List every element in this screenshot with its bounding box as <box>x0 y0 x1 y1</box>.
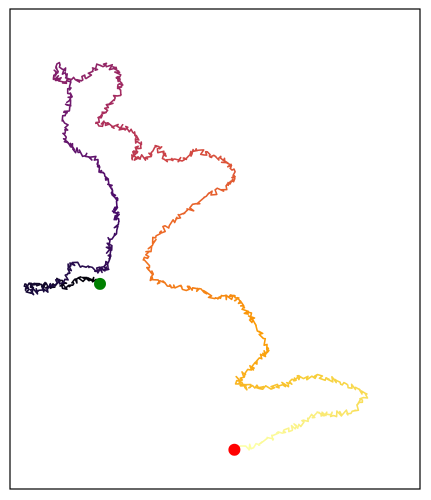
walk-segment <box>81 63 102 81</box>
walk-segment <box>130 128 143 147</box>
walk-segment <box>154 216 178 239</box>
walk-segment <box>113 66 122 81</box>
walk-segment <box>345 383 368 396</box>
start-marker <box>94 277 106 290</box>
axes-background <box>10 9 420 489</box>
walk-segment <box>142 256 155 282</box>
walk-segment <box>241 306 256 325</box>
walk-segment <box>131 154 147 161</box>
walk-segment <box>143 236 157 260</box>
walk-segment <box>52 74 62 82</box>
walk-segment <box>151 276 176 289</box>
walk-segment <box>61 114 69 140</box>
walk-segment <box>213 154 230 165</box>
walk-segment <box>254 322 270 351</box>
walk-segment <box>72 147 97 161</box>
walk-segment <box>299 373 327 382</box>
walk-segment <box>105 89 122 109</box>
walk-segment <box>285 374 301 385</box>
walk-segment <box>261 381 290 390</box>
walk-segment <box>33 281 52 289</box>
walk-segment <box>200 185 228 201</box>
walk-segment <box>195 287 220 300</box>
walk-segment <box>23 282 38 290</box>
walk-segment <box>62 99 72 117</box>
walk-segment <box>64 262 73 281</box>
marker-group <box>94 277 241 456</box>
walk-segment <box>225 161 236 179</box>
walk-segment <box>95 120 114 128</box>
walk-segment <box>225 174 236 187</box>
walk-segment <box>235 368 250 382</box>
walk-segment <box>29 287 49 296</box>
walk-segment <box>248 357 261 371</box>
walk-segment <box>329 409 354 418</box>
walk-segment <box>258 431 283 446</box>
walk-segment <box>93 158 105 174</box>
walk-segment <box>75 276 90 283</box>
walk-segment <box>95 106 110 124</box>
walk-segment <box>259 346 270 360</box>
walk-segment <box>65 278 78 289</box>
walk-segment <box>172 284 199 292</box>
walk-segment <box>58 76 84 85</box>
walk-segment <box>95 265 110 274</box>
walk-segment <box>352 393 369 412</box>
walk-segment <box>69 261 99 273</box>
walk-segment <box>110 123 132 133</box>
walk-segment <box>281 423 300 434</box>
walk-segment <box>325 376 348 386</box>
walk-segment <box>163 156 185 163</box>
end-marker <box>228 443 241 456</box>
walk-segment <box>53 61 61 77</box>
walk-segment <box>217 294 236 301</box>
walk-segment <box>45 278 66 292</box>
walk-path-group <box>23 61 369 453</box>
walk-segment <box>66 80 73 102</box>
walk-segment <box>105 242 113 257</box>
walk-segment <box>156 145 167 161</box>
walk-segment <box>103 254 112 271</box>
walk-segment <box>116 78 124 91</box>
walk-segment <box>244 383 264 391</box>
walk-segment <box>175 198 203 220</box>
walk-segment <box>318 411 333 417</box>
axes-frame <box>9 8 421 490</box>
walk-segment <box>144 144 160 160</box>
walk-segment <box>233 294 246 309</box>
walk-segment <box>107 220 120 245</box>
walk-segment <box>110 187 118 200</box>
walk-segment <box>194 148 215 159</box>
walk-segment <box>62 138 76 151</box>
walk-segment <box>182 148 199 161</box>
walk-segment <box>298 411 320 428</box>
